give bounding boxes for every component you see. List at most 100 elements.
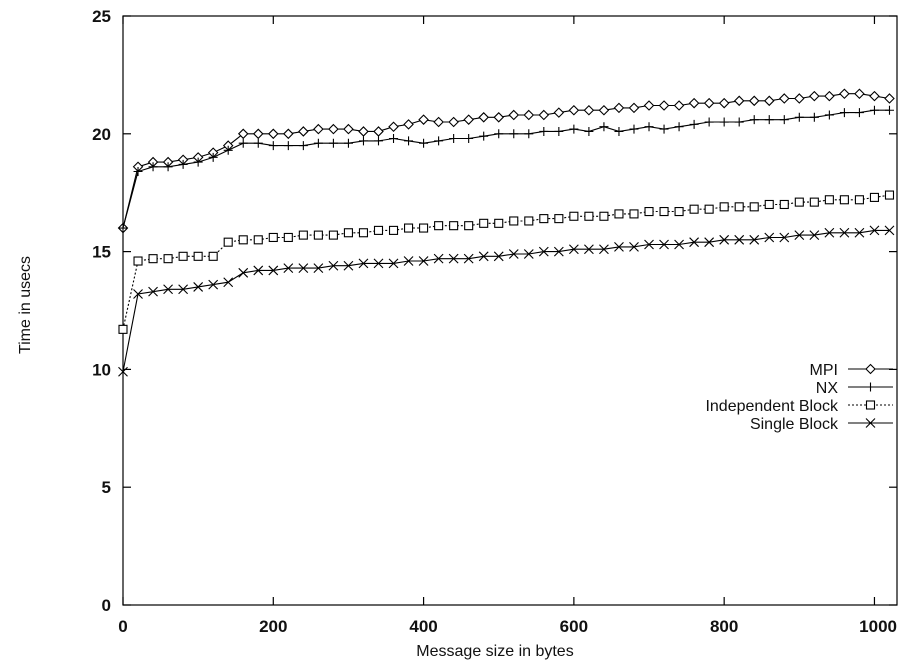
data-point-diamond bbox=[688, 97, 700, 109]
data-point-plus bbox=[839, 108, 849, 118]
data-point-square bbox=[884, 190, 895, 200]
data-point-plus bbox=[539, 126, 549, 136]
data-point-plus bbox=[133, 166, 143, 176]
data-point-square bbox=[599, 211, 609, 221]
data-point-plus bbox=[824, 110, 834, 120]
data-point-cross bbox=[463, 253, 474, 264]
legend-label: MPI bbox=[810, 362, 838, 379]
data-point-square bbox=[449, 221, 459, 231]
data-point-diamond bbox=[643, 100, 655, 111]
data-point-plus bbox=[298, 141, 308, 151]
y-tick-label: 0 bbox=[102, 596, 111, 615]
x-tick-label: 0 bbox=[118, 617, 127, 636]
data-point-diamond bbox=[673, 100, 685, 111]
data-point-plus bbox=[343, 138, 353, 148]
data-point-square bbox=[539, 214, 549, 224]
data-point-cross bbox=[298, 263, 309, 273]
data-point-diamond bbox=[508, 109, 520, 121]
data-point-square bbox=[809, 197, 819, 207]
y-tick-label: 25 bbox=[92, 7, 111, 26]
data-point-square bbox=[118, 324, 128, 334]
data-point-cross bbox=[253, 265, 264, 276]
data-point-cross bbox=[659, 239, 669, 250]
data-point-cross bbox=[644, 239, 654, 250]
data-point-diamond bbox=[748, 95, 760, 107]
data-point-square bbox=[674, 206, 684, 217]
data-point-cross bbox=[313, 263, 324, 273]
data-point-cross bbox=[163, 284, 173, 295]
data-point-square bbox=[629, 209, 639, 219]
data-point-diamond bbox=[328, 123, 339, 135]
data-point-square bbox=[854, 195, 864, 205]
data-point-square bbox=[749, 202, 759, 212]
data-point-plus bbox=[479, 131, 489, 141]
data-point-diamond bbox=[358, 126, 369, 137]
data-point-diamond bbox=[839, 88, 850, 100]
data-point-square bbox=[704, 204, 714, 214]
data-point-cross bbox=[839, 227, 850, 238]
data-point-cross bbox=[178, 284, 189, 295]
series-single-block bbox=[118, 225, 895, 377]
data-point-cross bbox=[719, 234, 730, 245]
data-point-plus bbox=[268, 141, 278, 151]
data-point-cross bbox=[208, 279, 219, 290]
x-tick-label: 800 bbox=[710, 617, 738, 636]
data-point-square bbox=[238, 235, 248, 245]
data-point-cross bbox=[148, 286, 158, 297]
y-axis-title: Time in usecs bbox=[17, 256, 34, 354]
data-point-plus bbox=[884, 105, 894, 115]
data-point-diamond bbox=[794, 93, 805, 104]
data-point-cross bbox=[824, 227, 835, 238]
data-point-plus bbox=[373, 136, 383, 146]
legend-label: NX bbox=[816, 380, 839, 397]
data-point-plus bbox=[869, 105, 879, 115]
data-point-diamond bbox=[869, 90, 880, 102]
data-point-diamond bbox=[448, 116, 459, 128]
data-point-square bbox=[434, 221, 444, 231]
data-point-square bbox=[824, 195, 834, 205]
data-point-square bbox=[163, 254, 173, 264]
data-point-cross bbox=[493, 251, 504, 262]
data-point-cross bbox=[764, 232, 775, 243]
data-point-cross bbox=[523, 249, 534, 259]
data-point-square bbox=[569, 211, 579, 221]
data-point-cross bbox=[884, 225, 895, 236]
data-point-diamond bbox=[343, 123, 354, 135]
data-point-plus bbox=[779, 115, 789, 125]
data-point-plus bbox=[569, 124, 579, 134]
axis-ticks: 0 5 10 15 20 25 0 200 400 600 800 1000 bbox=[92, 7, 897, 636]
data-point-cross bbox=[568, 244, 579, 255]
y-tick-label: 5 bbox=[102, 478, 111, 497]
data-point-plus bbox=[644, 122, 654, 132]
data-point-cross bbox=[403, 256, 414, 266]
data-point-diamond bbox=[583, 104, 595, 116]
data-point-cross bbox=[193, 282, 204, 292]
y-tick-label: 10 bbox=[92, 360, 111, 379]
data-point-cross bbox=[418, 256, 429, 266]
data-point-plus bbox=[866, 382, 875, 392]
data-point-diamond bbox=[373, 126, 384, 137]
data-point-diamond bbox=[478, 112, 489, 123]
data-point-square bbox=[659, 206, 669, 217]
data-point-diamond bbox=[718, 97, 730, 109]
data-point-diamond bbox=[403, 119, 414, 130]
data-point-square bbox=[253, 235, 263, 245]
data-point-diamond bbox=[854, 88, 865, 100]
data-point-square bbox=[178, 251, 188, 261]
data-point-square bbox=[388, 225, 399, 235]
data-point-plus bbox=[614, 126, 624, 136]
x-tick-label: 400 bbox=[409, 617, 437, 636]
data-point-plus bbox=[163, 162, 173, 172]
data-point-square bbox=[794, 197, 804, 207]
data-point-plus bbox=[389, 134, 399, 144]
data-point-cross bbox=[508, 249, 519, 259]
data-point-plus bbox=[584, 126, 594, 136]
data-point-cross bbox=[553, 246, 564, 257]
data-point-diamond bbox=[553, 107, 565, 118]
data-point-square bbox=[223, 237, 233, 247]
data-point-diamond bbox=[763, 95, 775, 107]
data-point-square bbox=[584, 211, 594, 221]
data-point-cross bbox=[809, 230, 820, 240]
x-axis-title: Message size in bytes bbox=[416, 643, 573, 660]
data-point-plus bbox=[854, 108, 864, 118]
